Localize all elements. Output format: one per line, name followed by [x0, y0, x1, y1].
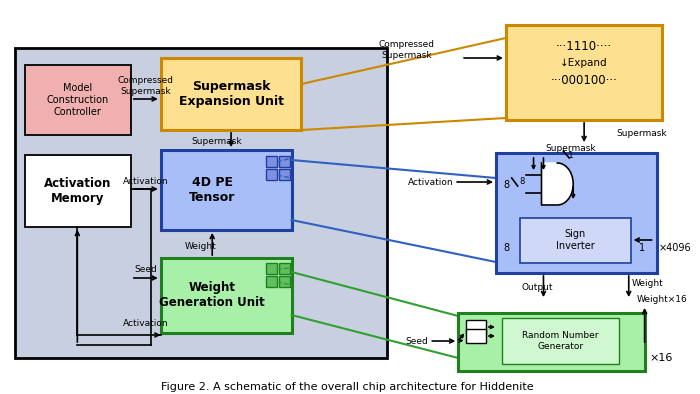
Text: 1: 1 [568, 151, 574, 160]
Bar [266, 156, 276, 167]
Text: ↓Expand: ↓Expand [560, 58, 608, 68]
Text: Weight: Weight [631, 279, 664, 288]
Text: 1: 1 [638, 243, 645, 253]
Bar [466, 329, 486, 343]
Text: Supermask
Expansion Unit: Supermask Expansion Unit [178, 80, 284, 108]
Text: 4D PE
Tensor: 4D PE Tensor [189, 176, 235, 204]
Text: Activation: Activation [407, 178, 453, 186]
Polygon shape [542, 163, 573, 205]
Text: Figure 2. A schematic of the overall chip architecture for Hiddenite: Figure 2. A schematic of the overall chi… [161, 382, 533, 392]
Bar [502, 318, 619, 364]
Bar [266, 263, 276, 274]
Bar [496, 153, 657, 273]
Text: ···1110····: ···1110···· [556, 39, 612, 52]
Bar [161, 58, 302, 130]
Text: Compressed
Supermask: Compressed Supermask [379, 40, 435, 60]
Bar [161, 258, 292, 333]
Bar [266, 169, 276, 180]
Bar [519, 218, 631, 263]
Text: Seed: Seed [134, 266, 158, 275]
Text: ×16: ×16 [650, 353, 673, 363]
Text: 8: 8 [519, 177, 525, 186]
Text: Activation: Activation [123, 318, 169, 327]
Bar [458, 313, 645, 371]
Text: Sign
Inverter: Sign Inverter [556, 229, 594, 251]
Text: Supermask: Supermask [545, 143, 596, 152]
Text: Model
Construction
Controller: Model Construction Controller [46, 84, 108, 117]
Text: Compressed
Supermask: Compressed Supermask [118, 76, 174, 96]
Bar [25, 155, 131, 227]
Text: ×4096: ×4096 [659, 243, 691, 253]
Bar [15, 48, 387, 358]
Bar [279, 276, 290, 287]
Text: ···000100···: ···000100··· [551, 74, 617, 87]
Text: Seed: Seed [406, 336, 428, 346]
Bar [25, 65, 131, 135]
Text: Supermask: Supermask [192, 136, 242, 145]
Text: Weight: Weight [185, 242, 216, 251]
Text: Random Number
Generator: Random Number Generator [522, 331, 598, 351]
Bar [279, 156, 290, 167]
Bar [279, 263, 290, 274]
Bar [506, 25, 662, 120]
Text: Activation
Memory: Activation Memory [43, 177, 111, 205]
Text: Output: Output [522, 282, 553, 292]
Text: Activation: Activation [123, 177, 169, 186]
Bar [279, 169, 290, 180]
Text: 8: 8 [504, 180, 510, 190]
Text: Supermask: Supermask [617, 128, 668, 138]
Text: 8: 8 [504, 243, 510, 253]
Bar [161, 150, 292, 230]
Bar [466, 320, 486, 334]
Text: Weight×16: Weight×16 [637, 296, 687, 305]
Bar [266, 276, 276, 287]
Text: Weight
Generation Unit: Weight Generation Unit [160, 281, 265, 309]
